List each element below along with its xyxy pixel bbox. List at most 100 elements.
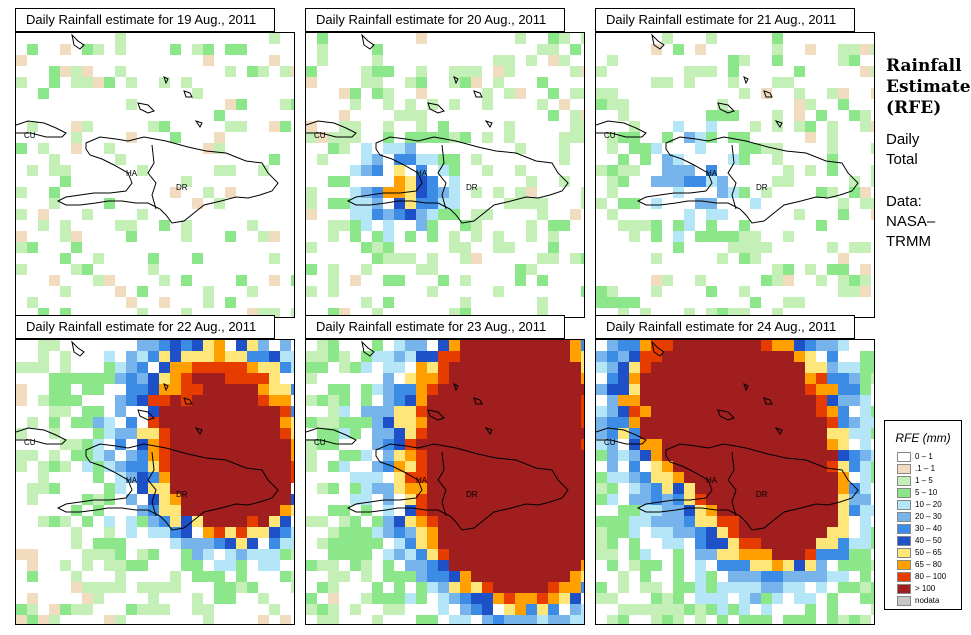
rain-cell <box>104 483 115 494</box>
rain-cell <box>849 505 860 516</box>
rain-cell <box>350 220 361 231</box>
country-label-cu: CU <box>604 438 616 447</box>
rain-cell <box>794 439 805 450</box>
rain-cell <box>280 340 291 351</box>
rain-cell <box>482 340 493 351</box>
rain-cell <box>717 461 728 472</box>
panel-title: Daily Rainfall estimate for 22 Aug., 201… <box>15 315 275 339</box>
rain-cell <box>38 395 49 406</box>
rain-cell <box>148 417 159 428</box>
rain-cell <box>695 373 706 384</box>
rain-cell <box>607 395 618 406</box>
rain-cell <box>427 395 438 406</box>
rain-cell <box>849 110 860 121</box>
rain-cell <box>471 439 482 450</box>
rain-cell <box>471 253 482 264</box>
rain-cell <box>548 615 559 624</box>
rain-cell <box>306 450 317 461</box>
rain-cell <box>838 516 849 527</box>
rain-cell <box>761 571 772 582</box>
rain-cell <box>148 483 159 494</box>
rain-cell <box>662 494 673 505</box>
rain-cell <box>214 516 225 527</box>
rain-cell <box>416 132 427 143</box>
rain-cell <box>493 340 504 351</box>
rain-cell <box>493 77 504 88</box>
panel-title: Daily Rainfall estimate for 19 Aug., 201… <box>15 8 275 32</box>
rain-cell <box>772 406 783 417</box>
rain-cell <box>82 121 93 132</box>
rain-cell <box>339 505 350 516</box>
rain-cell <box>816 384 827 395</box>
rain-cell <box>728 77 739 88</box>
legend-item: 10 – 20 <box>897 499 961 511</box>
rain-cell <box>339 417 350 428</box>
rain-cell <box>214 560 225 571</box>
rain-cell <box>291 461 294 472</box>
rain-cell <box>16 395 27 406</box>
rain-cell <box>328 340 339 351</box>
rain-cell <box>493 55 504 66</box>
rain-cell <box>537 450 548 461</box>
rain-cell <box>192 549 203 560</box>
rain-cell <box>49 198 60 209</box>
rain-cell <box>115 472 126 483</box>
rain-cell <box>695 461 706 472</box>
rain-cell <box>372 483 383 494</box>
rain-cell <box>225 527 236 538</box>
rain-cell <box>640 494 651 505</box>
rain-cell <box>339 538 350 549</box>
rain-cell <box>728 604 739 615</box>
rain-cell <box>225 593 236 604</box>
rain-cell <box>706 428 717 439</box>
rain-cell <box>640 516 651 527</box>
rain-cell <box>416 505 427 516</box>
rain-cell <box>258 439 269 450</box>
rain-cell <box>607 406 618 417</box>
rain-cell <box>104 143 115 154</box>
rain-cell <box>493 593 504 604</box>
rain-cell <box>16 242 27 253</box>
rain-cell <box>750 494 761 505</box>
rain-cell <box>449 582 460 593</box>
rain-cell <box>405 417 416 428</box>
rain-cell <box>170 44 181 55</box>
rain-cell <box>247 417 258 428</box>
rain-cell <box>291 538 294 549</box>
rain-cell <box>460 428 471 439</box>
rain-cell <box>504 417 515 428</box>
rain-cell <box>192 516 203 527</box>
rain-cell <box>372 527 383 538</box>
rain-cell <box>159 604 170 615</box>
rain-cell <box>772 428 783 439</box>
rain-cell <box>49 373 60 384</box>
rain-cell <box>662 483 673 494</box>
rain-cell <box>394 384 405 395</box>
rain-cell <box>827 406 838 417</box>
rain-cell <box>449 209 460 220</box>
rain-cell <box>438 373 449 384</box>
rain-cell <box>471 187 482 198</box>
rain-cell <box>739 560 750 571</box>
legend-label: 40 – 50 <box>915 536 942 545</box>
rain-cell <box>794 417 805 428</box>
rain-cell <box>559 395 570 406</box>
rain-cell <box>794 297 805 308</box>
rain-cell <box>684 395 695 406</box>
rain-cell <box>372 406 383 417</box>
rain-cell <box>482 132 493 143</box>
rain-cell <box>728 472 739 483</box>
rain-cell <box>548 461 559 472</box>
rain-cell <box>629 340 640 351</box>
rain-cell <box>225 549 236 560</box>
rain-cell <box>438 351 449 362</box>
rain-cell <box>471 362 482 373</box>
rain-cell <box>695 198 706 209</box>
rain-cell <box>482 472 493 483</box>
rain-cell <box>170 395 181 406</box>
rain-cell <box>438 593 449 604</box>
rain-cell <box>526 472 537 483</box>
rain-cell <box>570 121 581 132</box>
rain-cell <box>607 340 618 351</box>
rain-cell <box>860 527 871 538</box>
